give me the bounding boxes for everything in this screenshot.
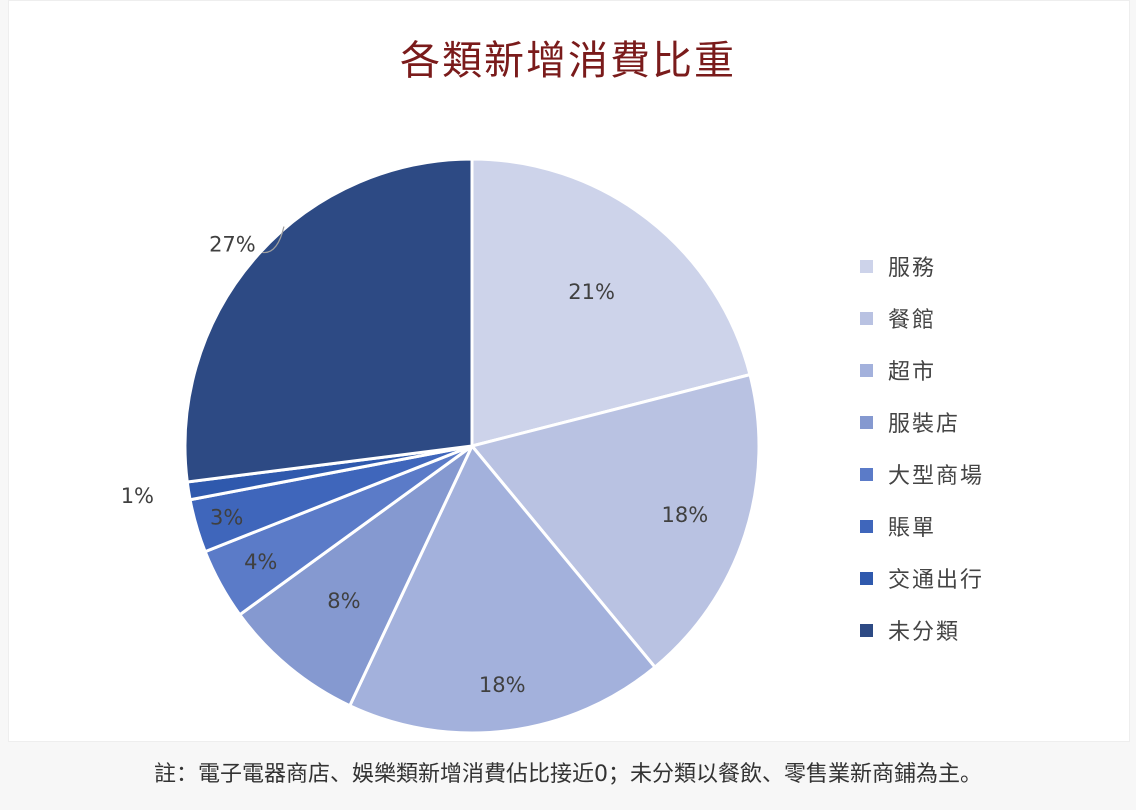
slice-label-4: 8% <box>327 589 360 613</box>
legend-item: 交通出行 <box>860 552 1100 604</box>
legend: 服務餐館超市服裝店大型商場賬單交通出行未分類 <box>860 240 1100 656</box>
legend-swatch <box>860 519 873 533</box>
legend-label: 服務 <box>888 256 937 281</box>
legend-label: 超市 <box>888 360 937 385</box>
legend-item: 服裝店 <box>860 396 1100 448</box>
legend-label: 未分類 <box>888 620 961 645</box>
legend-item: 未分類 <box>860 604 1100 656</box>
pie-slice-8 <box>183 157 474 484</box>
chart-title: 各類新增消費比重 <box>400 38 736 84</box>
slice-label-5: 4% <box>244 550 277 574</box>
legend-label: 服裝店 <box>888 412 961 437</box>
legend-swatch <box>860 415 873 429</box>
legend-item: 賬單 <box>860 500 1100 552</box>
legend-item: 大型商場 <box>860 448 1100 500</box>
legend-swatch <box>860 623 873 637</box>
legend-swatch <box>860 311 873 325</box>
slice-label-1: 21% <box>568 280 615 304</box>
legend-item: 超市 <box>860 344 1100 396</box>
slice-label-7: 1% <box>121 484 154 508</box>
legend-label: 大型商場 <box>888 464 985 489</box>
legend-swatch <box>860 259 873 273</box>
leader-lines <box>262 226 285 254</box>
pie-slice-4 <box>237 444 474 708</box>
pie-slice-3 <box>347 443 658 735</box>
legend-label: 交通出行 <box>888 568 985 593</box>
leader-line <box>262 226 285 254</box>
legend-swatch <box>860 467 873 481</box>
slice-label-8: 27% <box>209 232 256 256</box>
slice-label-3: 18% <box>479 673 526 697</box>
legend-swatch <box>860 363 873 377</box>
legend-item: 餐館 <box>860 292 1100 344</box>
pie-slice-2 <box>469 372 761 670</box>
slice-labels: 21% 18% 18% 8% 4%3% 1% 27% <box>121 232 709 697</box>
legend-item: 服務 <box>860 240 1100 292</box>
legend-label: 賬單 <box>888 516 937 541</box>
slice-label-6: 3% <box>210 505 243 529</box>
pie-slices <box>183 157 761 735</box>
footnote: 註：電子電器商店、娛樂類新增消費佔比接近0；未分類以餐飲、零售業新商鋪為主。 <box>154 762 982 787</box>
pie-slice-1 <box>470 157 752 448</box>
legend-label: 餐館 <box>888 308 937 333</box>
slice-label-2: 18% <box>662 503 709 527</box>
legend-swatch <box>860 571 873 585</box>
